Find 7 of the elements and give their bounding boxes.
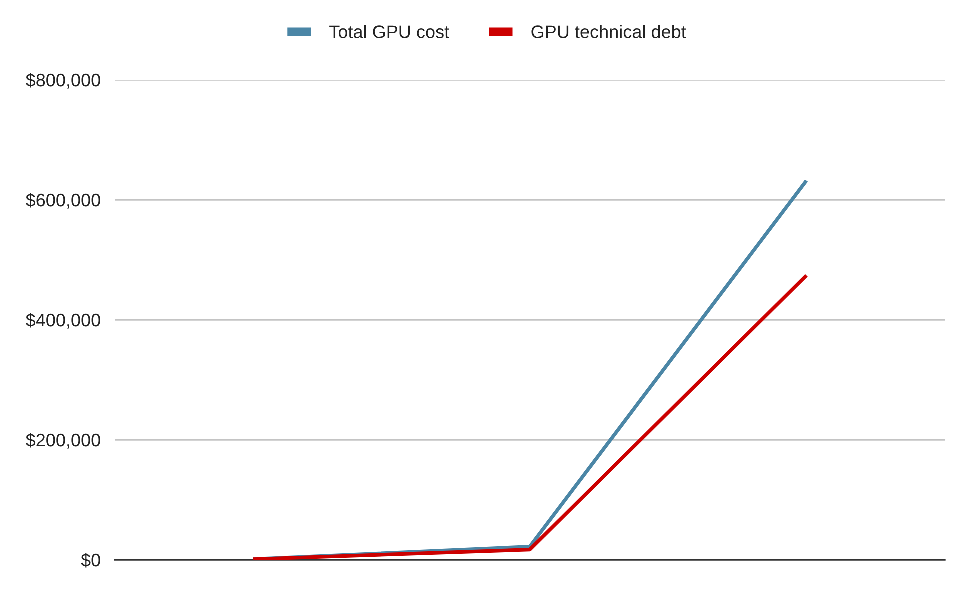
y-tick-label: $400,000 [26,313,100,329]
y-tick-label: $200,000 [26,433,100,449]
y-tick-label: $0 [81,553,100,568]
y-tick-label: $800,000 [26,73,100,89]
legend-label: Total GPU cost [330,25,450,38]
legend-label: GPU technical debt [532,25,686,38]
y-tick-label: $600,000 [26,193,100,209]
